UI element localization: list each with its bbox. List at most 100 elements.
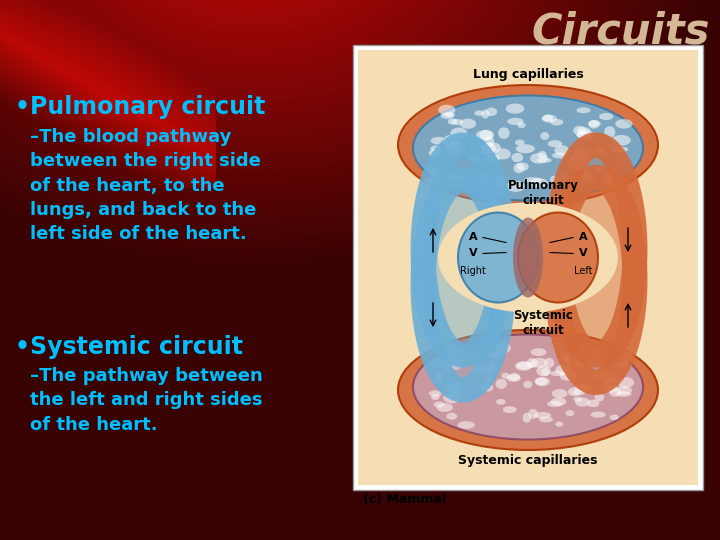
Ellipse shape — [496, 399, 505, 405]
Ellipse shape — [398, 330, 658, 450]
Ellipse shape — [535, 377, 550, 386]
Ellipse shape — [573, 126, 586, 135]
Ellipse shape — [536, 366, 551, 376]
Ellipse shape — [612, 135, 631, 146]
Ellipse shape — [474, 111, 484, 116]
Ellipse shape — [612, 362, 629, 367]
Ellipse shape — [448, 118, 457, 125]
Ellipse shape — [548, 140, 562, 147]
Ellipse shape — [616, 392, 631, 397]
Ellipse shape — [576, 132, 589, 138]
Text: V: V — [579, 248, 588, 259]
Ellipse shape — [528, 409, 538, 419]
Ellipse shape — [486, 155, 500, 161]
Ellipse shape — [444, 135, 454, 147]
Ellipse shape — [451, 382, 464, 390]
Ellipse shape — [574, 148, 592, 158]
Ellipse shape — [602, 376, 618, 383]
Ellipse shape — [503, 406, 517, 413]
Ellipse shape — [487, 352, 503, 359]
Text: •Pulmonary circuit: •Pulmonary circuit — [15, 95, 266, 119]
Ellipse shape — [541, 114, 557, 123]
Ellipse shape — [433, 402, 445, 408]
Ellipse shape — [518, 123, 526, 128]
Ellipse shape — [570, 154, 590, 165]
Ellipse shape — [587, 400, 599, 407]
Ellipse shape — [444, 356, 459, 362]
Text: Right: Right — [460, 267, 486, 276]
Ellipse shape — [413, 96, 643, 200]
Ellipse shape — [482, 142, 501, 153]
Ellipse shape — [473, 366, 491, 375]
Ellipse shape — [481, 110, 490, 118]
Ellipse shape — [458, 213, 538, 302]
Ellipse shape — [604, 174, 622, 186]
Ellipse shape — [552, 152, 570, 159]
Ellipse shape — [595, 393, 604, 402]
Ellipse shape — [622, 352, 633, 362]
Ellipse shape — [557, 178, 635, 382]
Ellipse shape — [429, 390, 441, 397]
Ellipse shape — [530, 153, 548, 164]
Ellipse shape — [480, 350, 496, 356]
Ellipse shape — [618, 377, 634, 388]
Ellipse shape — [516, 361, 533, 369]
Ellipse shape — [564, 357, 572, 363]
Text: –The blood pathway
between the right side
of the heart, to the
lungs, and back t: –The blood pathway between the right sid… — [30, 128, 261, 243]
Ellipse shape — [559, 372, 577, 381]
Ellipse shape — [445, 174, 464, 182]
Ellipse shape — [424, 177, 441, 185]
Text: A: A — [579, 233, 588, 242]
Ellipse shape — [480, 384, 493, 392]
Ellipse shape — [555, 421, 563, 427]
Ellipse shape — [575, 359, 588, 367]
Ellipse shape — [431, 358, 448, 368]
Ellipse shape — [530, 178, 548, 187]
Ellipse shape — [518, 213, 598, 302]
Ellipse shape — [431, 394, 440, 400]
Ellipse shape — [588, 120, 600, 127]
Bar — [353, 45, 703, 490]
Ellipse shape — [438, 105, 456, 115]
Text: (c) Mammal: (c) Mammal — [363, 493, 446, 506]
Text: Pulmonary
circuit: Pulmonary circuit — [508, 179, 578, 206]
Ellipse shape — [507, 118, 523, 125]
Ellipse shape — [572, 389, 585, 395]
Ellipse shape — [459, 119, 476, 129]
Ellipse shape — [543, 114, 553, 122]
Ellipse shape — [559, 174, 570, 179]
Ellipse shape — [398, 85, 658, 205]
Ellipse shape — [431, 145, 442, 152]
Ellipse shape — [577, 170, 590, 175]
Ellipse shape — [445, 382, 461, 391]
Ellipse shape — [575, 384, 593, 392]
Ellipse shape — [426, 165, 436, 174]
Ellipse shape — [606, 384, 617, 393]
Ellipse shape — [611, 147, 629, 152]
Ellipse shape — [604, 126, 616, 138]
Ellipse shape — [609, 387, 621, 397]
Ellipse shape — [594, 166, 603, 173]
Ellipse shape — [513, 218, 543, 298]
Ellipse shape — [536, 158, 552, 163]
Ellipse shape — [577, 130, 593, 140]
Ellipse shape — [547, 401, 562, 407]
Ellipse shape — [443, 363, 451, 374]
Ellipse shape — [610, 415, 618, 420]
Ellipse shape — [495, 343, 511, 353]
Ellipse shape — [587, 175, 595, 184]
Text: Circuits: Circuits — [531, 10, 710, 52]
Ellipse shape — [429, 149, 439, 157]
Ellipse shape — [451, 119, 463, 125]
Ellipse shape — [508, 373, 520, 381]
Text: Systemic
circuit: Systemic circuit — [513, 308, 573, 336]
Ellipse shape — [606, 373, 616, 380]
Ellipse shape — [606, 172, 618, 178]
Ellipse shape — [442, 342, 456, 352]
Bar — [358, 50, 698, 485]
Ellipse shape — [523, 177, 541, 183]
Ellipse shape — [593, 146, 606, 156]
Ellipse shape — [576, 360, 593, 367]
Ellipse shape — [588, 120, 599, 129]
Ellipse shape — [511, 153, 523, 162]
